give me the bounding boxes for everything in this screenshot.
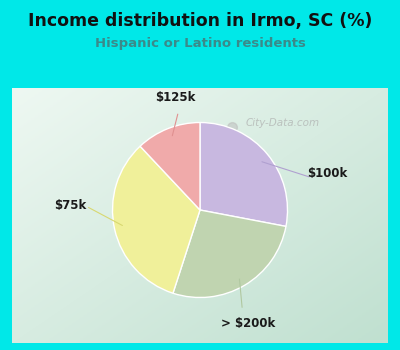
Wedge shape <box>112 146 200 293</box>
Wedge shape <box>200 122 288 226</box>
Text: $100k: $100k <box>307 167 347 180</box>
Text: > $200k: > $200k <box>221 317 275 330</box>
Text: Hispanic or Latino residents: Hispanic or Latino residents <box>94 37 306 50</box>
Wedge shape <box>140 122 200 210</box>
Text: Income distribution in Irmo, SC (%): Income distribution in Irmo, SC (%) <box>28 12 372 30</box>
Text: $125k: $125k <box>155 91 196 105</box>
Wedge shape <box>173 210 286 298</box>
Text: City-Data.com: City-Data.com <box>246 118 320 128</box>
Text: $75k: $75k <box>54 199 87 212</box>
